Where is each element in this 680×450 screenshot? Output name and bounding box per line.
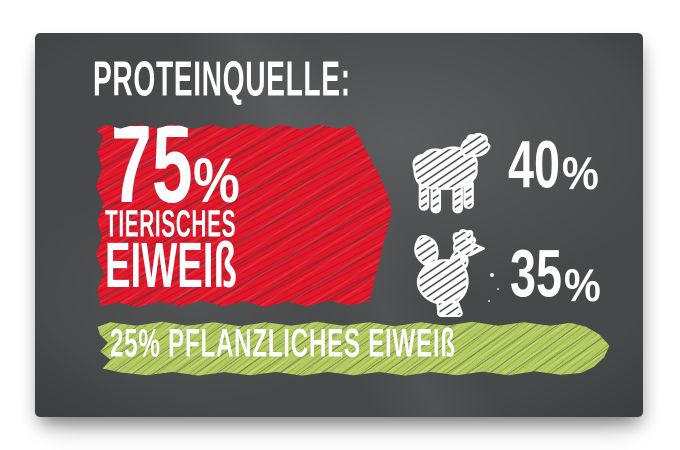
chalk-specks: [490, 273, 494, 277]
animal-protein-label-line2: EIWEIß: [105, 229, 237, 302]
lamb-percent-sign: %: [562, 147, 599, 199]
lamb-value: 40: [508, 126, 560, 203]
plant-protein-label: 25% PFLANZLICHES EIWEIß: [110, 321, 456, 366]
animal-protein-percent-sign: %: [193, 145, 240, 217]
animal-protein-ribbon: 75 % TIERISCHES EIWEIß: [96, 123, 392, 308]
page-title: PROTEINQUELLE:: [93, 51, 351, 107]
rooster-percent-sign: %: [564, 259, 601, 311]
animal-protein-value: 75: [111, 102, 193, 226]
lamb-icon: [412, 133, 491, 214]
rooster-value: 35: [510, 235, 562, 312]
chalkboard-card: PROTEINQUELLE: 75 % TIERISCHES EIWEIß: [35, 33, 643, 417]
plant-protein-ribbon: 25% PFLANZLICHES EIWEIß: [97, 321, 610, 376]
animal-protein-label-line1: TIERISCHES: [105, 201, 237, 245]
rooster-icon: [414, 229, 485, 317]
